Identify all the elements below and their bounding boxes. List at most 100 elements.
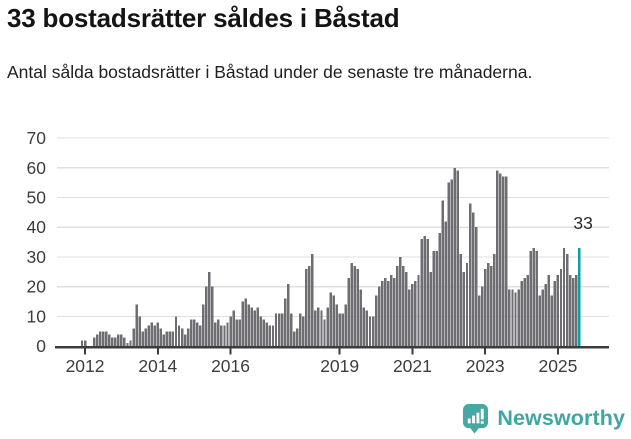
bar xyxy=(220,325,223,347)
bar xyxy=(423,236,426,347)
bar xyxy=(177,325,181,347)
y-axis-tick-label: 20 xyxy=(27,277,47,297)
bar xyxy=(302,316,305,347)
bar xyxy=(444,221,447,347)
bar xyxy=(523,277,526,347)
bar xyxy=(538,295,541,347)
bar xyxy=(126,343,129,347)
bar xyxy=(332,295,335,347)
bar xyxy=(138,316,141,347)
bar xyxy=(120,334,123,347)
bar xyxy=(208,271,211,347)
y-axis-tick-label: 0 xyxy=(36,336,46,356)
bar xyxy=(153,325,156,347)
bar xyxy=(123,337,126,347)
bar xyxy=(520,280,523,347)
bar xyxy=(174,316,178,347)
bar xyxy=(308,265,311,347)
bar xyxy=(571,277,575,347)
bar xyxy=(462,271,466,347)
bar xyxy=(559,268,563,347)
bar xyxy=(265,322,269,347)
bar xyxy=(186,328,190,347)
bar xyxy=(250,307,253,347)
bar xyxy=(80,340,84,347)
bar xyxy=(438,233,441,347)
bar xyxy=(402,265,405,347)
bar xyxy=(377,286,381,347)
bar xyxy=(553,280,557,347)
bar xyxy=(183,334,187,347)
x-axis-tick-label: 2016 xyxy=(211,356,250,376)
bar xyxy=(141,331,144,347)
bar xyxy=(168,331,172,347)
bar xyxy=(296,328,299,347)
bar xyxy=(362,307,366,347)
bar xyxy=(132,328,135,347)
bar xyxy=(95,334,99,347)
bar xyxy=(111,337,114,347)
newsworthy-speech-bubble-chart-icon xyxy=(463,403,489,433)
bar xyxy=(150,322,153,347)
bar xyxy=(471,212,475,347)
bar xyxy=(165,331,169,347)
bar xyxy=(292,331,296,347)
bar xyxy=(526,274,529,347)
x-axis-tick-label: 2025 xyxy=(538,356,577,376)
bar xyxy=(214,322,217,347)
bar xyxy=(411,283,414,347)
bar xyxy=(344,304,347,347)
bar xyxy=(493,254,496,347)
bar xyxy=(286,283,290,347)
x-axis-tick-label: 2021 xyxy=(393,356,432,376)
bar xyxy=(483,268,487,347)
bar xyxy=(311,254,314,347)
bar xyxy=(280,313,284,347)
bar xyxy=(432,251,435,347)
bar xyxy=(389,274,393,347)
bar xyxy=(477,295,481,347)
bar xyxy=(289,313,293,347)
bar xyxy=(487,262,490,347)
bar xyxy=(274,313,278,347)
bar xyxy=(241,301,244,347)
bar xyxy=(341,313,344,347)
bar xyxy=(189,319,193,347)
bar xyxy=(565,254,569,347)
bar xyxy=(347,277,350,347)
bar xyxy=(374,295,378,347)
bar xyxy=(98,331,102,347)
bar xyxy=(299,313,302,347)
newsworthy-logo: Newsworthy xyxy=(462,401,625,435)
bar xyxy=(417,274,420,347)
bar xyxy=(129,340,132,347)
bar-value-annotation: 33 xyxy=(573,213,592,233)
bar xyxy=(277,313,281,347)
bar xyxy=(371,316,375,347)
bar xyxy=(199,325,202,347)
bar xyxy=(450,179,454,347)
bar xyxy=(514,292,517,347)
bar xyxy=(262,319,266,347)
page-subtitle: Antal sålda bostadsrätter i Båstad under… xyxy=(7,62,533,82)
bar xyxy=(532,248,535,347)
bar xyxy=(359,289,363,347)
bar xyxy=(405,271,408,347)
bar xyxy=(202,304,205,347)
bar xyxy=(368,316,372,347)
bar xyxy=(350,262,354,347)
bar xyxy=(335,304,338,347)
bar xyxy=(550,295,554,347)
bar xyxy=(447,182,451,347)
bar xyxy=(435,251,438,347)
bar xyxy=(529,251,532,347)
bar xyxy=(195,322,199,347)
bar xyxy=(244,298,247,347)
bar xyxy=(108,334,111,347)
bar xyxy=(365,310,369,347)
bar xyxy=(547,274,551,347)
bar xyxy=(83,340,87,347)
bar xyxy=(356,268,360,347)
bar xyxy=(474,227,478,347)
